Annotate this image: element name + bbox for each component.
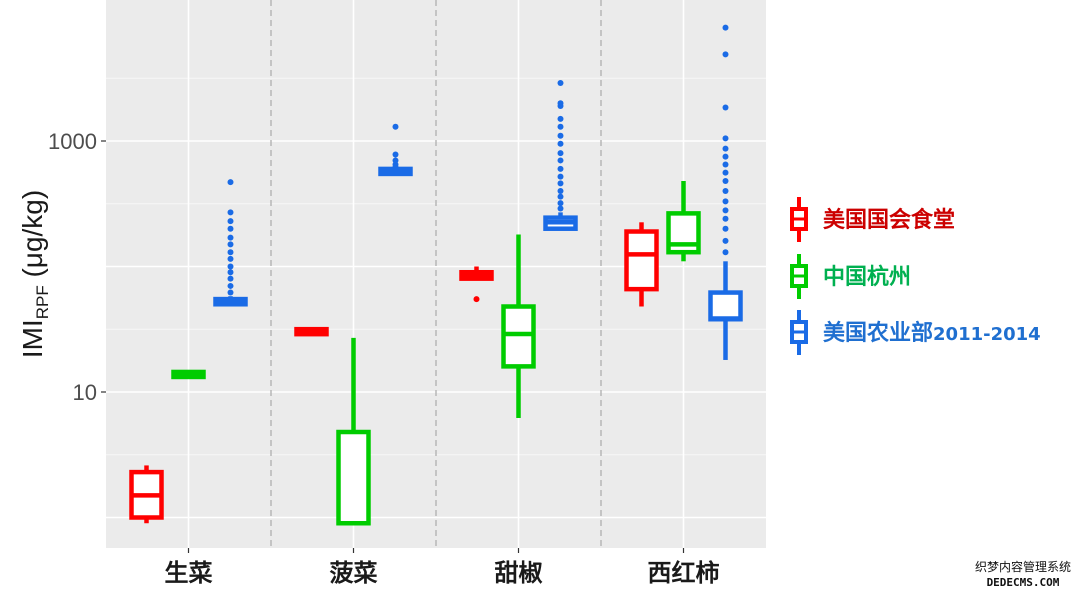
- x-tick-label: 生菜: [165, 559, 213, 587]
- y-axis: 10 1000: [48, 129, 106, 405]
- legend-key: [790, 197, 808, 242]
- outlier-point: [227, 263, 234, 270]
- box-1-4: [624, 222, 659, 307]
- outlier-point: [722, 24, 729, 31]
- box: [624, 229, 659, 292]
- outlier-point: [227, 289, 234, 296]
- outlier-point: [227, 241, 234, 248]
- outlier-point: [227, 249, 234, 256]
- outlier-point: [227, 275, 234, 282]
- legend-key: [790, 254, 808, 299]
- outlier-point: [722, 145, 729, 152]
- legend-label: 美国农业部2011-2014: [823, 320, 1041, 346]
- y-axis-label-unit: (μg/kg): [17, 190, 48, 285]
- y-tick-label: 1000: [48, 129, 97, 154]
- box-2-1: [171, 369, 206, 380]
- outlier-point: [557, 123, 564, 130]
- outlier-point: [722, 178, 729, 185]
- legend-label: 中国杭州: [823, 264, 911, 290]
- watermark: 织梦内容管理系统 DEDECMS.COM: [975, 559, 1071, 589]
- x-tick-label: 菠菜: [330, 559, 378, 587]
- legend-label-name: 美国国会食堂: [823, 207, 955, 233]
- outlier-point: [557, 173, 564, 180]
- x-tick-label: 甜椒: [495, 559, 543, 587]
- outlier-point: [722, 135, 729, 142]
- box-1-2: [294, 326, 329, 337]
- outlier-point: [557, 165, 564, 172]
- y-tick-label: 10: [73, 380, 97, 405]
- legend-label-suffix: 2011-2014: [933, 324, 1041, 345]
- outlier-point: [722, 104, 729, 111]
- outlier-point: [722, 153, 729, 160]
- box-3-4: [708, 24, 743, 360]
- category-separators: [270, 0, 602, 548]
- watermark-line1: 织梦内容管理系统: [975, 559, 1071, 574]
- outlier-point: [722, 187, 729, 194]
- outlier-point: [227, 255, 234, 262]
- outlier-point: [557, 193, 564, 200]
- outlier-point: [392, 123, 399, 130]
- outlier-point: [557, 100, 564, 107]
- outlier-point: [557, 205, 564, 212]
- box-1-1: [129, 465, 164, 524]
- box: [708, 290, 743, 322]
- outlier-point: [722, 51, 729, 58]
- outlier-point: [722, 169, 729, 176]
- outlier-point: [722, 249, 729, 256]
- outlier-point: [392, 157, 399, 164]
- box: [336, 429, 371, 526]
- x-tick-label: 西红柿: [648, 559, 720, 587]
- outlier-point: [722, 215, 729, 222]
- box-2-4: [666, 181, 701, 262]
- box-plots: [129, 24, 743, 526]
- outlier-point: [473, 296, 480, 303]
- outlier-point: [722, 161, 729, 168]
- box-2-3: [501, 234, 536, 419]
- box-3-3: [543, 79, 578, 231]
- outlier-point: [557, 140, 564, 147]
- outlier-point: [557, 115, 564, 122]
- outlier-point: [227, 218, 234, 225]
- outlier-point: [722, 207, 729, 214]
- outlier-point: [227, 209, 234, 216]
- legend-label-name: 中国杭州: [823, 264, 911, 290]
- outlier-point: [557, 79, 564, 86]
- outlier-point: [392, 151, 399, 158]
- outlier-point: [722, 198, 729, 205]
- y-axis-label-main: IMI: [17, 319, 48, 358]
- box: [501, 304, 536, 369]
- y-axis-label: IMIRPF (μg/kg): [17, 190, 52, 358]
- legend-label-name: 美国农业部: [823, 320, 933, 346]
- box-1-3: [459, 266, 494, 303]
- outlier-point: [227, 225, 234, 232]
- legend-label: 美国国会食堂: [823, 207, 955, 233]
- outlier-point: [227, 179, 234, 186]
- box-2-2: [336, 337, 371, 526]
- outlier-point: [722, 225, 729, 232]
- box-3-1: [213, 179, 248, 307]
- outlier-point: [227, 234, 234, 241]
- outlier-point: [227, 269, 234, 276]
- outlier-point: [557, 200, 564, 207]
- outlier-point: [557, 180, 564, 187]
- x-axis: 生菜 菠菜 甜椒 西红柿: [165, 548, 720, 587]
- outlier-point: [557, 150, 564, 157]
- outlier-point: [722, 237, 729, 244]
- outlier-point: [557, 157, 564, 164]
- outlier-point: [557, 187, 564, 194]
- outlier-point: [557, 132, 564, 139]
- box-3-2: [378, 123, 413, 177]
- legend-key: [790, 310, 808, 355]
- outlier-point: [227, 282, 234, 289]
- watermark-line2: DEDECMS.COM: [987, 576, 1060, 589]
- y-axis-label-subscript: RPF: [33, 285, 52, 319]
